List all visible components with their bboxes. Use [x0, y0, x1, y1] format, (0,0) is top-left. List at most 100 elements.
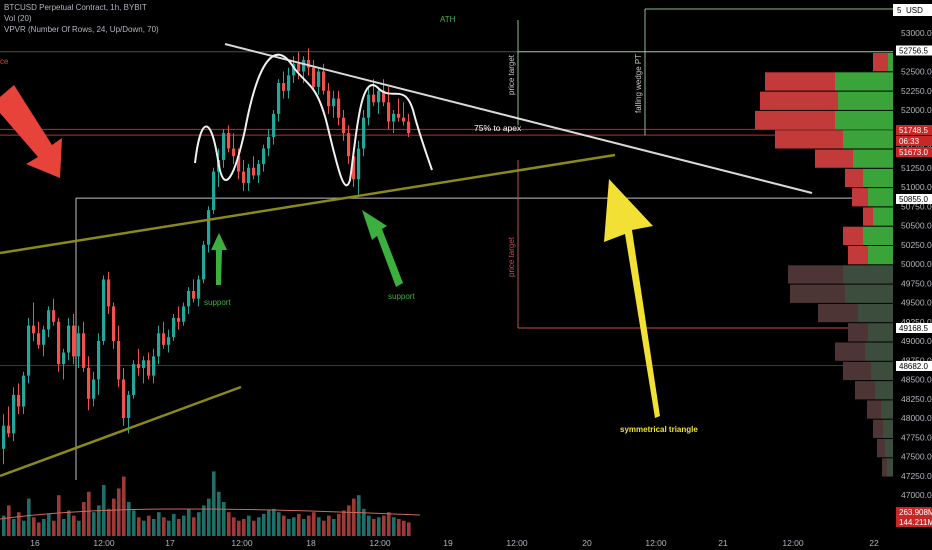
volume-bar	[97, 505, 101, 536]
volume-bar	[327, 515, 331, 536]
vpvr-row-up	[888, 53, 893, 72]
candle-body	[392, 113, 396, 122]
volume-bar	[137, 517, 141, 536]
x-tick-label: 12:00	[231, 538, 253, 548]
candle-body	[272, 113, 276, 137]
candle-body	[332, 98, 336, 107]
candle-body	[212, 171, 216, 211]
candle-body	[262, 148, 266, 164]
arrows	[0, 85, 660, 418]
candle-body	[267, 136, 271, 149]
volume-bar	[227, 512, 231, 536]
volume-bar	[132, 510, 136, 536]
candle-body	[372, 94, 376, 103]
candle-body	[352, 156, 356, 180]
candle-body	[137, 364, 141, 368]
candle-body	[237, 156, 241, 172]
vpvr-row-up	[868, 246, 893, 265]
candle-body	[247, 167, 251, 184]
red-arrow	[0, 85, 62, 178]
y-tick-label: 51250.0	[901, 163, 932, 173]
y-tick-label: 49250.0	[901, 317, 932, 327]
volume-bar	[152, 519, 156, 536]
candle-body	[282, 83, 286, 91]
candle-body	[182, 306, 186, 322]
volume-bar	[197, 512, 201, 536]
candle-body	[152, 356, 156, 376]
volume-bar	[222, 502, 226, 536]
volume-bar	[117, 488, 121, 536]
volume-bar	[217, 491, 221, 536]
vpvr-row-up	[887, 458, 893, 477]
vpvr-row-down	[818, 303, 858, 323]
candle-body	[107, 279, 111, 307]
volume-bar	[72, 515, 76, 536]
volume-bar	[62, 519, 66, 536]
x-tick-label: 19	[443, 538, 453, 548]
left-edge-label: ce	[0, 57, 9, 66]
candle-body	[367, 94, 371, 118]
price-tag-label: 50855.0	[899, 195, 928, 204]
vpvr-row-up	[835, 110, 893, 130]
vpvr-row-up	[853, 149, 893, 168]
lower-channel-trendline	[0, 385, 242, 478]
x-tick-label: 21	[718, 538, 728, 548]
y-tick-label: 49000.0	[901, 336, 932, 346]
vpvr-row-up	[863, 226, 893, 245]
candle-body	[162, 333, 166, 345]
volume-bar	[367, 515, 371, 536]
vpvr-row-down	[855, 381, 875, 400]
volume-bar	[272, 508, 276, 536]
volume-bar	[362, 508, 366, 536]
y-axis-background	[893, 0, 932, 550]
vpvr-row-up	[835, 72, 893, 91]
candle-body	[7, 425, 11, 434]
volume-bar	[402, 520, 406, 536]
price-tag-label: 06:33	[899, 137, 920, 146]
candle-body	[342, 117, 346, 134]
candle-body	[362, 117, 366, 149]
volume-bar	[182, 515, 186, 536]
y-tick-label: 47750.0	[901, 432, 932, 442]
candle-body	[222, 133, 226, 161]
volume-bar	[92, 512, 96, 536]
volume-bar	[22, 520, 26, 536]
candle-body	[402, 117, 406, 122]
candle-body	[327, 90, 331, 107]
price-tag-bg	[896, 147, 932, 157]
annotations: ATH price target falling wedge PT 75% to ap…	[0, 15, 698, 434]
candle-body	[227, 133, 231, 149]
y-tick-label: 50000.0	[901, 259, 932, 269]
vpvr-row-down	[877, 439, 885, 458]
candle-body	[322, 71, 326, 91]
volume-bar	[147, 515, 151, 536]
price-tag-label: 48682.0	[899, 362, 928, 371]
y-tick-label: 47500.0	[901, 452, 932, 462]
falling-resistance-trendline	[224, 43, 813, 194]
y-tick-label: 48500.0	[901, 375, 932, 385]
falling-wedge-label: falling wedge PT	[634, 54, 643, 113]
volume-bar	[17, 512, 21, 536]
candle-body	[97, 341, 101, 380]
candle-body	[377, 90, 381, 103]
volume-bar	[12, 519, 16, 536]
vpvr-row-down	[845, 168, 863, 188]
candle-body	[27, 325, 31, 376]
candle-body	[242, 171, 246, 184]
candle-body	[202, 244, 206, 280]
price-target-up-label: price target	[507, 54, 516, 95]
y-tick-label: 48750.0	[901, 355, 932, 365]
vpvr-row-down	[873, 419, 883, 438]
vpvr-row-down	[765, 72, 835, 91]
volume-bar	[342, 510, 346, 536]
green-arrow-right	[362, 210, 403, 287]
y-tick-label: 49500.0	[901, 298, 932, 308]
volume-bar	[307, 515, 311, 536]
volume-bar	[387, 512, 391, 536]
support-label-right: support	[388, 292, 415, 301]
candle-body	[312, 67, 316, 87]
y-tick-label: 49750.0	[901, 278, 932, 288]
volume-bar	[237, 520, 241, 536]
y-tick-label: 47250.0	[901, 471, 932, 481]
